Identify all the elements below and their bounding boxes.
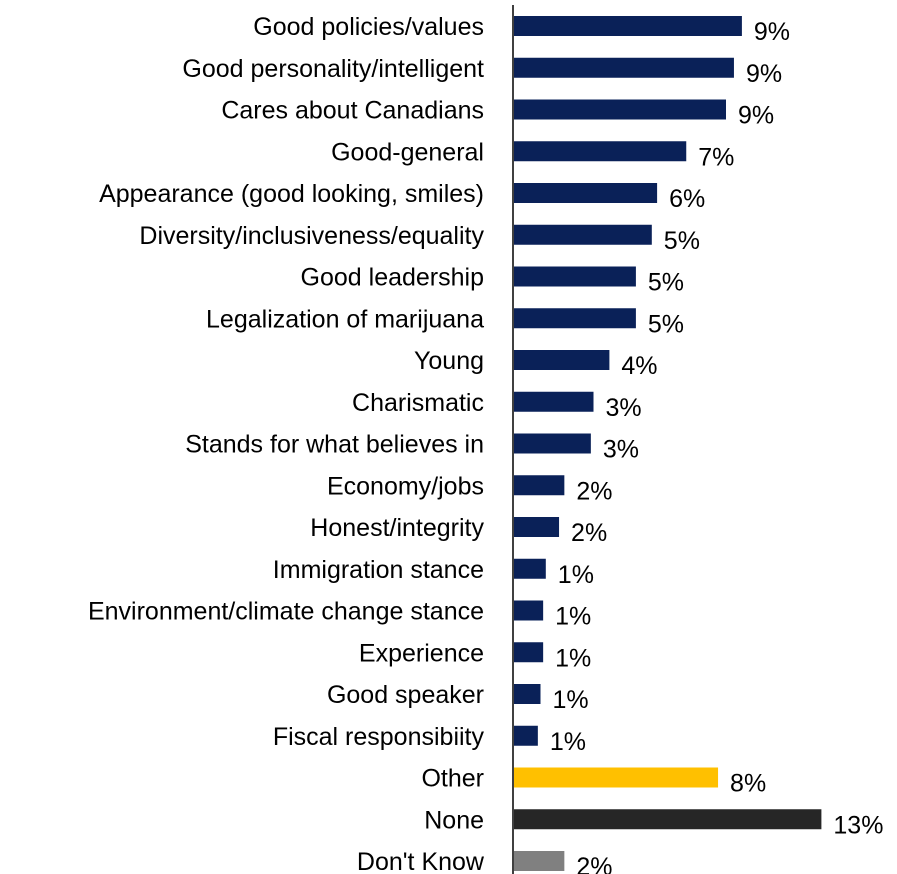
category-label: Cares about Canadians <box>221 97 484 125</box>
category-label: Diversity/inclusiveness/equality <box>139 222 484 250</box>
bar <box>514 475 565 496</box>
category-label: Other <box>421 765 484 793</box>
value-label: 13% <box>833 811 883 839</box>
category-label: Environment/climate change stance <box>88 598 484 626</box>
value-label: 2% <box>576 853 612 874</box>
value-label: 9% <box>754 18 790 46</box>
value-label: 5% <box>648 310 684 338</box>
category-label: Good leadership <box>301 264 484 292</box>
value-label: 1% <box>555 603 591 631</box>
value-label: 8% <box>730 770 766 798</box>
category-label: Good personality/intelligent <box>182 55 484 83</box>
value-label: 3% <box>603 436 639 464</box>
bar <box>514 809 822 830</box>
category-label: Charismatic <box>352 389 484 417</box>
value-label: 1% <box>550 728 586 756</box>
bar <box>514 308 636 329</box>
category-label: Appearance (good looking, smiles) <box>99 180 484 208</box>
category-label: Good speaker <box>327 681 484 709</box>
bar <box>514 266 636 287</box>
bar <box>514 16 742 36</box>
bar <box>514 391 594 412</box>
category-label: Economy/jobs <box>327 472 484 500</box>
value-label: 7% <box>698 143 734 171</box>
category-label: Honest/integrity <box>310 514 484 542</box>
bar <box>514 57 734 78</box>
value-label: 3% <box>606 394 642 422</box>
bar <box>514 558 546 579</box>
value-label: 2% <box>576 477 612 505</box>
bar <box>514 141 687 162</box>
bar <box>514 224 652 245</box>
bar <box>514 433 591 454</box>
value-label: 5% <box>648 269 684 297</box>
value-label: 5% <box>664 227 700 255</box>
value-label: 6% <box>669 185 705 213</box>
value-label: 4% <box>621 352 657 380</box>
category-label: Don't Know <box>357 848 485 874</box>
value-label: 1% <box>558 561 594 589</box>
bar <box>514 99 726 120</box>
category-label: None <box>424 806 484 834</box>
category-label: Experience <box>359 639 484 667</box>
category-label: Young <box>414 347 484 375</box>
category-label: Fiscal responsibiity <box>273 723 485 751</box>
bar <box>514 684 541 704</box>
value-labels: 9%9%9%7%6%5%5%5%4%3%3%2%2%1%1%1%1%1%8%13… <box>550 18 884 874</box>
value-label: 1% <box>555 644 591 672</box>
category-labels: Good policies/values Good personality/int… <box>88 13 485 874</box>
bars <box>514 16 822 871</box>
bar <box>514 642 544 663</box>
category-label: Stands for what believes in <box>185 431 484 459</box>
bar <box>514 600 544 621</box>
bar <box>514 767 719 788</box>
category-label: Good-general <box>331 138 484 166</box>
value-label: 9% <box>746 60 782 88</box>
bar <box>514 183 658 203</box>
value-label: 2% <box>571 519 607 547</box>
category-label: Legalization of marijuana <box>206 305 484 333</box>
bar <box>514 725 538 746</box>
value-label: 1% <box>553 686 589 714</box>
value-label: 9% <box>738 102 774 130</box>
bar <box>514 517 560 537</box>
bar <box>514 350 610 370</box>
bar <box>514 851 565 871</box>
category-label: Immigration stance <box>273 556 484 584</box>
category-label: Good policies/values <box>253 13 484 41</box>
